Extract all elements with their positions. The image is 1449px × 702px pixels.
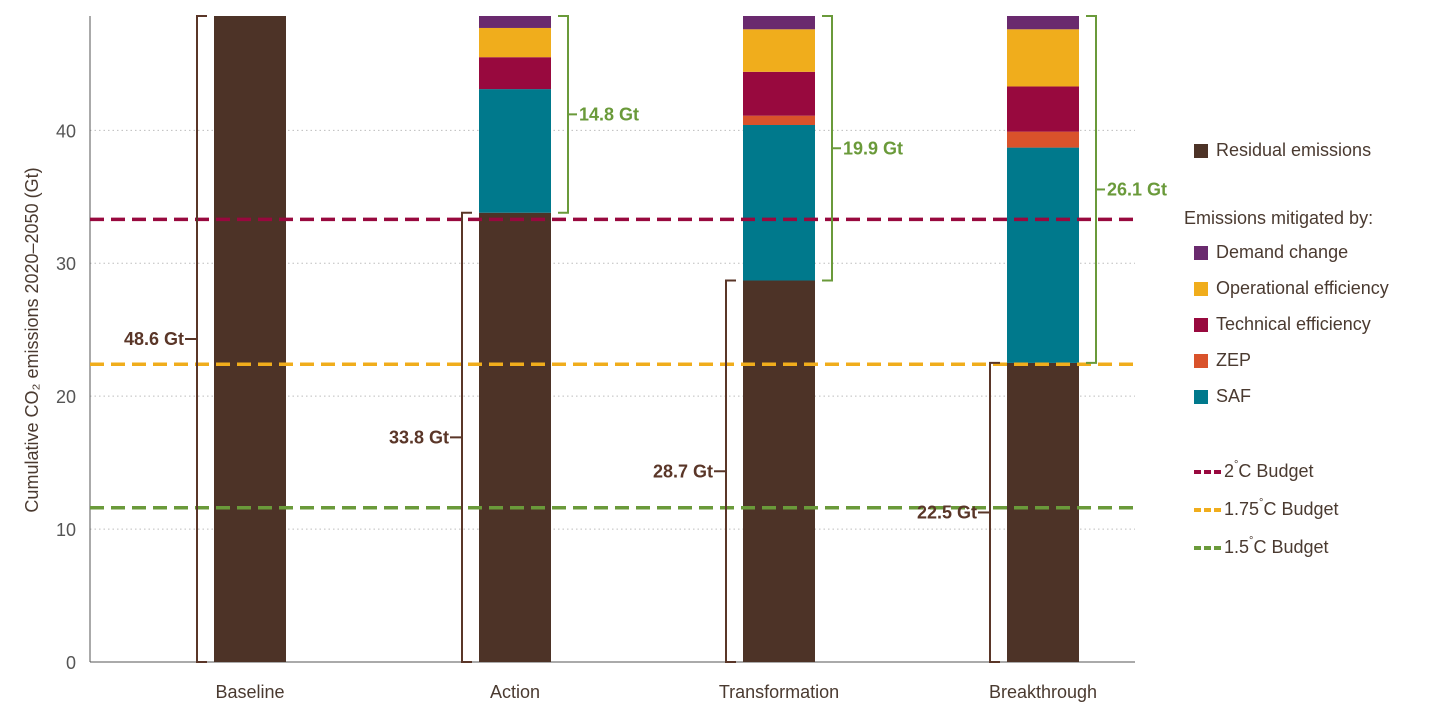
bars (214, 16, 1079, 662)
legend-budget-item: 2°C Budget (1184, 459, 1314, 482)
mitigation-label: 26.1 Gt (1107, 179, 1167, 199)
mitigation-bracket (558, 15, 569, 214)
mitigation-label: 19.9 Gt (843, 138, 903, 158)
x-tick-label: Baseline (215, 682, 284, 702)
legend-budget-item: 1.75°C Budget (1184, 497, 1339, 520)
legend-item: SAF (1184, 386, 1251, 407)
y-tick-label: 40 (56, 121, 76, 141)
legend-item: Technical efficiency (1184, 314, 1371, 335)
legend-label: SAF (1216, 386, 1252, 406)
legend-label: Operational efficiency (1216, 278, 1389, 298)
legend-swatch (1194, 353, 1208, 368)
x-tick-label: Action (490, 682, 540, 702)
bar-segment-residual-emissions (214, 16, 286, 662)
y-tick-label: 20 (56, 387, 76, 407)
bar-segment-technical-efficiency (479, 57, 551, 90)
legend-budget-label: 2°C Budget (1224, 459, 1314, 482)
bar-segment-technical-efficiency (743, 71, 815, 116)
legend-budget-value: 1.5 (1224, 537, 1250, 557)
degree-symbol: ° (1249, 535, 1254, 547)
bar-segment-saf (1007, 147, 1079, 363)
legend-budget-suffix: C Budget (1238, 461, 1314, 481)
degree-symbol: ° (1259, 497, 1264, 509)
legend-label: Technical efficiency (1216, 314, 1371, 334)
legend-budget-value: 1.75 (1224, 499, 1260, 519)
bar-segment-zep (743, 115, 815, 125)
bar-segment-residual-emissions (1007, 362, 1079, 662)
residual-bracket (196, 15, 207, 663)
mitigation-bracket (1086, 15, 1097, 364)
legend-item: ZEP (1184, 350, 1251, 371)
residual-bracket (461, 211, 472, 663)
bar-segment-demand-change (479, 16, 551, 28)
bar-segment-saf (479, 89, 551, 213)
legend-swatch (1194, 281, 1208, 296)
legend-swatch (1194, 389, 1208, 404)
residual-label: 22.5 Gt (917, 502, 977, 522)
bar-segment-demand-change (1007, 16, 1079, 30)
legend-budget-suffix: C Budget (1263, 499, 1339, 519)
legend-item: Operational efficiency (1184, 278, 1389, 299)
mitigation-bracket (822, 15, 833, 282)
y-axis-title: Cumulative CO₂ emissions 2020–2050 (Gt) (22, 167, 42, 512)
legend-heading: Emissions mitigated by: (1184, 208, 1374, 228)
bar-segment-residual-emissions (743, 280, 815, 662)
y-tick-label: 10 (56, 520, 76, 540)
budget-lines (90, 217, 1135, 510)
legend-item: Residual emissions (1184, 140, 1371, 161)
labels: 48.6 Gt 33.8 Gt 28.7 Gt 22.5 Gt 14.8 Gt 19.9 … (124, 104, 1167, 522)
bar-segment-saf (743, 124, 815, 281)
bar-segment-operational-efficiency (479, 27, 551, 58)
bar-segment-zep (1007, 131, 1079, 148)
gridlines (90, 129, 1135, 530)
legend-label: ZEP (1216, 350, 1252, 370)
legend-swatch (1194, 143, 1208, 158)
bar-segment-demand-change (743, 16, 815, 30)
legend-budget-item: 1.5°C Budget (1184, 535, 1329, 558)
y-tick-label: 0 (66, 653, 76, 673)
bar-segment-residual-emissions (479, 212, 551, 662)
bar-segment-operational-efficiency (743, 29, 815, 72)
axes: 0 10 20 30 40 Baseline Action Transformation Bre… (56, 16, 1135, 702)
legend-swatch (1194, 317, 1208, 332)
legend-budget-suffix: C Budget (1253, 537, 1329, 557)
legend-label: Demand change (1216, 242, 1349, 262)
residual-label: 48.6 Gt (124, 329, 184, 349)
bar-segment-technical-efficiency (1007, 86, 1079, 132)
residual-label: 28.7 Gt (653, 461, 713, 481)
residual-label: 33.8 Gt (389, 427, 449, 447)
degree-symbol: ° (1234, 459, 1239, 471)
brackets (185, 15, 1105, 663)
legend-swatch (1194, 245, 1208, 260)
legend-budget-label: 1.75°C Budget (1224, 497, 1339, 520)
mitigation-label: 14.8 Gt (579, 104, 639, 124)
legend-budget-value: 2 (1224, 461, 1235, 481)
residual-bracket (989, 361, 1000, 663)
residual-bracket (725, 279, 736, 663)
bar-segment-operational-efficiency (1007, 29, 1079, 87)
x-tick-label: Transformation (719, 682, 839, 702)
y-tick-label: 30 (56, 254, 76, 274)
legend-budget-label: 1.5°C Budget (1224, 535, 1329, 558)
legend-label: Residual emissions (1216, 140, 1372, 160)
x-tick-label: Breakthrough (989, 682, 1097, 702)
legend-item: Demand change (1184, 242, 1348, 263)
